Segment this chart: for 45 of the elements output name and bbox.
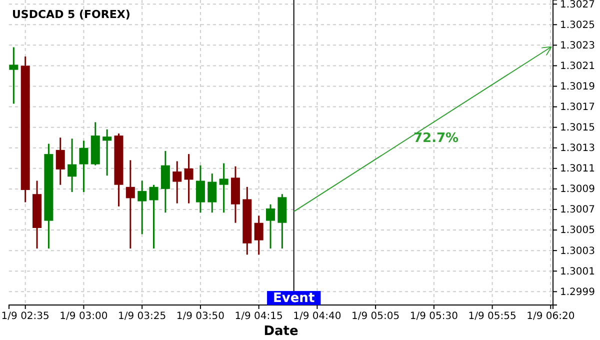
x-tick-label: 1/9 03:00 — [60, 311, 108, 322]
x-tick-label: 1/9 03:25 — [118, 311, 166, 322]
x-tick-label: 1/9 04:40 — [293, 311, 342, 322]
x-tick-label: 1/9 05:30 — [410, 311, 458, 322]
y-tick-label: 1.3007 — [560, 204, 595, 216]
candlestick — [172, 160, 182, 204]
x-tick-label: 1/9 05:05 — [352, 311, 400, 322]
candlestick — [184, 153, 194, 204]
x-tick-label: 1/9 06:20 — [526, 311, 575, 322]
y-tick-label: 1.3015 — [560, 122, 595, 134]
candlestick — [68, 138, 77, 193]
candlestick — [149, 184, 158, 250]
candlestick — [126, 159, 135, 250]
annotation: 72.7% — [413, 131, 459, 146]
y-tick-label: 1.3001 — [560, 266, 595, 278]
y-tick-label: 1.3011 — [560, 164, 595, 175]
candlestick — [208, 172, 217, 214]
y-tick-label: 1.3009 — [560, 184, 595, 196]
candlestick — [219, 162, 228, 214]
x-tick-label: 1/9 05:55 — [468, 311, 516, 322]
candlestick — [160, 150, 170, 214]
candlestick — [79, 140, 88, 193]
candlestick — [9, 46, 18, 104]
x-tick-label: 1/9 03:50 — [176, 311, 224, 322]
x-axis-title: Date — [264, 324, 298, 339]
y-tick-label: 1.3003 — [560, 246, 595, 257]
candlestick — [196, 164, 205, 214]
y-tick-label: 1.3023 — [560, 40, 595, 52]
text: USDCAD 5 (FOREX) — [12, 8, 130, 21]
y-tick-label: 1.3027 — [560, 0, 595, 10]
y-tick-label: 1.3025 — [560, 20, 595, 31]
y-tick-label: 1.3017 — [560, 102, 595, 113]
candlestick — [102, 128, 112, 176]
y-tick-label: 1.3005 — [560, 225, 595, 236]
candlestick — [266, 204, 275, 250]
y-tick-label: 1.2999 — [560, 286, 595, 298]
y-tick-label: 1.3021 — [560, 60, 595, 72]
x-tick-label: 1/9 02:35 — [1, 311, 50, 322]
ref-line-label: Event — [273, 291, 315, 306]
candlestick — [138, 180, 147, 235]
candlestick — [254, 214, 264, 256]
x-tick-label: 1/9 04:15 — [234, 311, 283, 322]
y-tick-label: 1.3019 — [560, 81, 595, 92]
candlestick — [56, 136, 65, 186]
y-tick-label: 1.3013 — [560, 143, 595, 154]
